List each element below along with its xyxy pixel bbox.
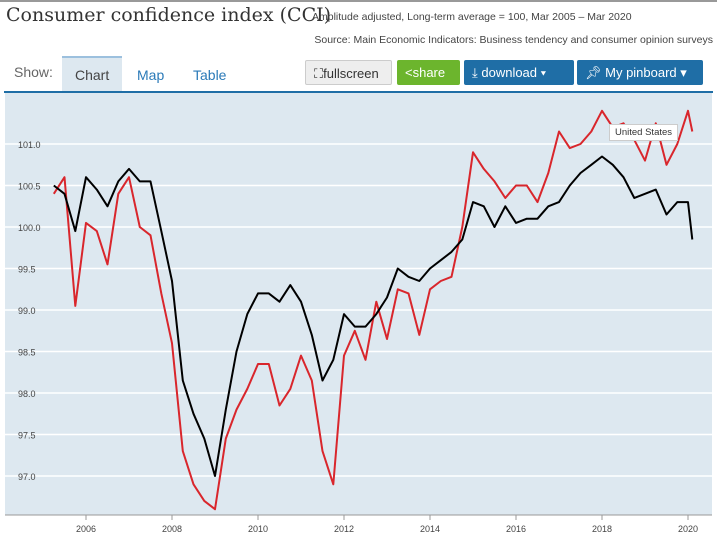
series-united-states-line[interactable] <box>52 109 694 511</box>
tab-map[interactable]: Map <box>137 67 165 83</box>
download-icon: ⤓ <box>472 65 482 80</box>
x-tick-label: 2018 <box>592 524 612 534</box>
show-label: Show: <box>14 64 53 80</box>
x-tick-label: 2016 <box>506 524 526 534</box>
x-tick-label: 2010 <box>248 524 268 534</box>
share-icon: < <box>405 65 413 80</box>
top-divider <box>0 0 717 2</box>
x-tick-label: 2014 <box>420 524 440 534</box>
y-tick-label: 98.5 <box>18 348 36 358</box>
download-button[interactable]: ⤓ download ▾ <box>464 60 574 85</box>
x-tick-label: 2006 <box>76 524 96 534</box>
y-tick-label: 97.0 <box>18 472 36 482</box>
plot-area <box>5 93 712 515</box>
y-tick-label: 101.0 <box>18 140 41 150</box>
page-title: Consumer confidence index (CCI) <box>6 4 332 26</box>
subtitle: Amplitude adjusted, Long-term average = … <box>312 11 632 23</box>
tooltip: United States <box>609 124 679 141</box>
pinboard-button[interactable]: 📌︎ My pinboard ▾ <box>577 60 703 85</box>
y-tick-label: 98.0 <box>18 389 36 399</box>
y-tick-label: 100.0 <box>18 223 41 233</box>
tab-chart[interactable]: Chart <box>62 56 123 91</box>
y-tick-label: 97.5 <box>18 431 36 441</box>
tab-table[interactable]: Table <box>193 67 227 83</box>
y-tick-label: 99.5 <box>18 265 36 275</box>
fullscreen-button[interactable]: ⛶fullscreen <box>305 60 392 85</box>
x-tick-label: 2012 <box>334 524 354 534</box>
series-2-line[interactable] <box>53 155 694 477</box>
y-tick-label: 99.0 <box>18 306 36 316</box>
y-tick-label: 100.5 <box>18 182 41 192</box>
expand-icon: ⛶ <box>314 66 324 81</box>
x-tick-label: 2020 <box>678 524 698 534</box>
share-button[interactable]: <share <box>397 60 460 85</box>
source-note: Source: Main Economic Indicators: Busine… <box>314 34 713 46</box>
pin-icon: 📌︎ <box>585 65 606 80</box>
x-tick-label: 2008 <box>162 524 182 534</box>
toolbar: Show: Chart Map Table ⛶fullscreen <share… <box>4 56 713 93</box>
